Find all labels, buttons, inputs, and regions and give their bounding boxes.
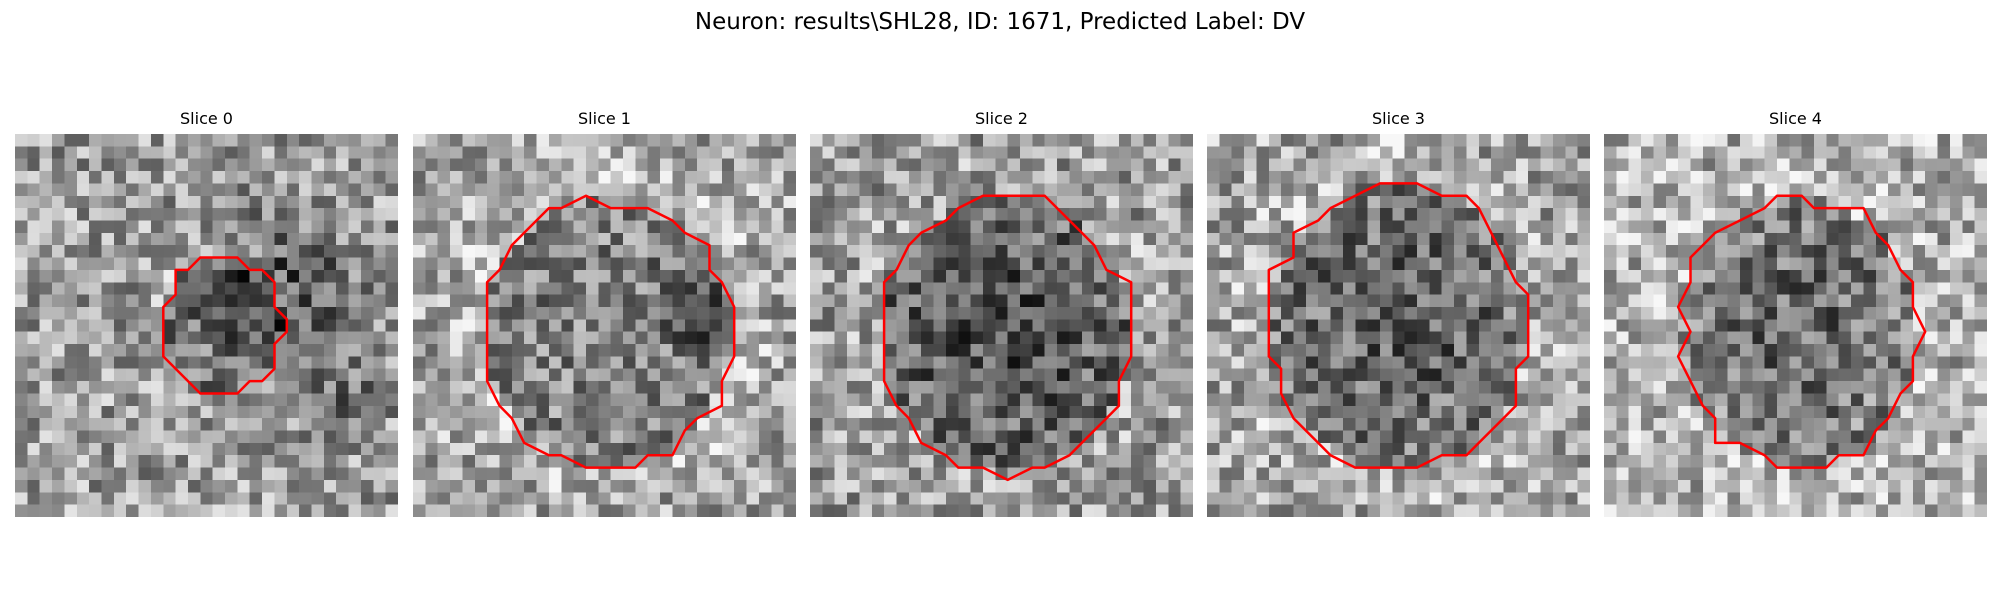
slice-panel-4: Slice 4 bbox=[1604, 109, 1987, 520]
texture-pixels bbox=[413, 134, 796, 517]
slice-image-2 bbox=[810, 134, 1193, 517]
slice-image-4 bbox=[1604, 134, 1987, 517]
slice-panel-3: Slice 3 bbox=[1207, 109, 1590, 520]
segmentation-contour bbox=[162, 256, 289, 395]
slice-panel-1: Slice 1 bbox=[413, 109, 796, 520]
slice-title-2: Slice 2 bbox=[975, 109, 1028, 128]
segmentation-contour bbox=[1267, 182, 1530, 469]
slice-panel-0: Slice 0 bbox=[15, 109, 398, 520]
slice-title-3: Slice 3 bbox=[1372, 109, 1425, 128]
texture-pixels bbox=[1207, 134, 1590, 517]
texture-pixels bbox=[1604, 134, 1987, 517]
slice-image-0 bbox=[15, 134, 398, 517]
texture-pixels bbox=[15, 134, 398, 517]
slice-panel-2: Slice 2 bbox=[810, 109, 1193, 520]
slice-title-1: Slice 1 bbox=[578, 109, 631, 128]
slice-image-1 bbox=[413, 134, 796, 517]
texture-pixels bbox=[810, 134, 1193, 517]
slice-title-0: Slice 0 bbox=[180, 109, 233, 128]
segmentation-contour bbox=[882, 194, 1133, 482]
figure-title: Neuron: results\SHL28, ID: 1671, Predict… bbox=[694, 9, 1306, 35]
slice-title-4: Slice 4 bbox=[1769, 109, 1822, 128]
segmentation-contour bbox=[1676, 194, 1927, 469]
slice-image-3 bbox=[1207, 134, 1590, 517]
segmentation-contour bbox=[485, 194, 736, 469]
